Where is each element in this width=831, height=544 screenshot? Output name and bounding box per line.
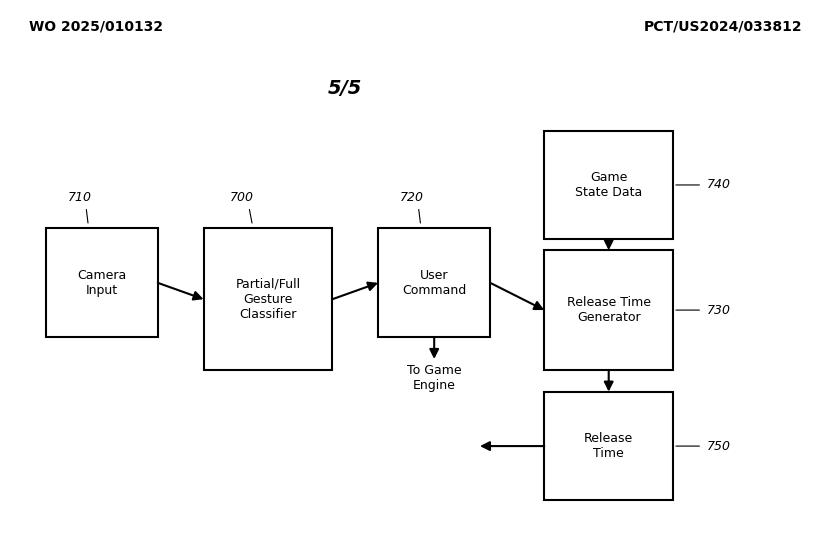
FancyBboxPatch shape	[46, 228, 158, 337]
Text: Game
State Data: Game State Data	[575, 171, 642, 199]
FancyBboxPatch shape	[544, 392, 673, 500]
Text: Partial/Full
Gesture
Classifier: Partial/Full Gesture Classifier	[235, 277, 301, 321]
Text: Release
Time: Release Time	[584, 432, 633, 460]
FancyBboxPatch shape	[544, 131, 673, 239]
Text: 740: 740	[706, 178, 730, 191]
FancyBboxPatch shape	[204, 228, 332, 370]
Text: Camera
Input: Camera Input	[77, 269, 126, 297]
Text: 5/5: 5/5	[327, 79, 362, 98]
Text: WO 2025/010132: WO 2025/010132	[29, 19, 163, 33]
Text: 700: 700	[230, 191, 254, 204]
Text: Release Time
Generator: Release Time Generator	[567, 296, 651, 324]
Text: 710: 710	[67, 191, 91, 204]
Text: 730: 730	[706, 304, 730, 317]
Text: User
Command: User Command	[402, 269, 466, 297]
Text: 720: 720	[400, 191, 424, 204]
Text: PCT/US2024/033812: PCT/US2024/033812	[643, 19, 802, 33]
Text: 750: 750	[706, 440, 730, 453]
FancyBboxPatch shape	[544, 250, 673, 370]
Text: To Game
Engine: To Game Engine	[407, 364, 461, 392]
FancyBboxPatch shape	[378, 228, 490, 337]
